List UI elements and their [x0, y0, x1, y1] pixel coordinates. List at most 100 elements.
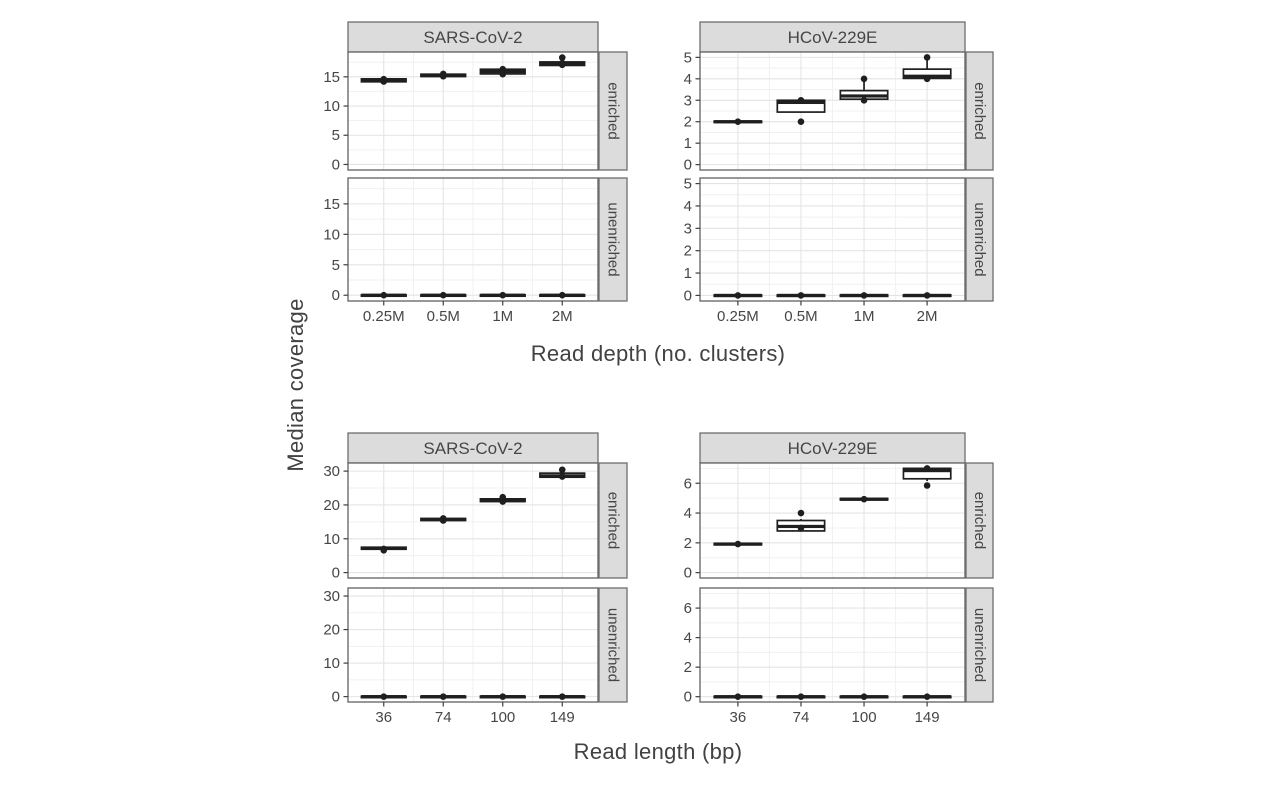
facet-strip-top-label: HCoV-229E — [788, 28, 878, 47]
y-tick-label: 0 — [332, 287, 340, 304]
read-length-axis-title: Read length (bp) — [573, 739, 743, 764]
y-tick-label: 0 — [684, 287, 692, 304]
facet-strip-right-label: unenriched — [605, 608, 622, 682]
data-point — [558, 693, 566, 700]
y-tick-label: 6 — [684, 600, 692, 617]
x-tick-label: 1M — [854, 308, 875, 325]
x-tick-label: 100 — [852, 709, 877, 726]
facet-strip-right-label: unenriched — [971, 202, 988, 276]
facet-strip-right-label: unenriched — [605, 202, 622, 276]
facet-strip-right — [598, 51, 628, 171]
data-point — [860, 75, 868, 83]
panel-border — [347, 462, 599, 579]
data-point — [860, 292, 868, 299]
y-tick-label: 0 — [332, 156, 340, 173]
x-tick-label: 2M — [552, 308, 573, 325]
y-tick-label: 10 — [323, 531, 340, 548]
data-point — [923, 693, 931, 700]
data-point — [734, 693, 742, 700]
x-tick-label: 0.5M — [427, 308, 460, 325]
data-point — [499, 65, 507, 73]
data-point — [923, 292, 931, 299]
y-tick-label: 5 — [684, 49, 692, 66]
x-tick-label: 74 — [793, 709, 810, 726]
x-tick-label: 36 — [730, 709, 747, 726]
y-tick-label: 3 — [684, 92, 692, 109]
data-point — [439, 515, 447, 522]
data-point — [734, 540, 742, 548]
data-point — [797, 509, 805, 517]
facet-strip-right-label: unenriched — [971, 608, 988, 682]
x-tick-label: 0.25M — [717, 308, 759, 325]
y-tick-label: 30 — [323, 463, 340, 480]
data-point — [734, 118, 742, 126]
data-point — [860, 693, 868, 700]
panel-border — [347, 587, 599, 703]
y-tick-label: 4 — [684, 198, 692, 215]
x-tick-label: 1M — [492, 308, 513, 325]
y-tick-label: 5 — [332, 257, 340, 274]
x-tick-label: 0.5M — [784, 308, 817, 325]
data-point — [923, 482, 931, 489]
x-tick-label: 149 — [915, 709, 940, 726]
x-tick-label: 149 — [550, 709, 575, 726]
y-tick-label: 0 — [332, 689, 340, 706]
panel-border — [699, 462, 966, 579]
facet-strip-top-label: SARS-CoV-2 — [423, 28, 522, 47]
data-point — [439, 70, 447, 78]
data-point — [499, 693, 507, 700]
data-point — [797, 118, 805, 126]
data-point — [439, 291, 447, 299]
y-tick-label: 2 — [684, 243, 692, 260]
data-point — [734, 292, 742, 299]
facet-strip-top — [699, 432, 966, 464]
panel-border — [699, 51, 966, 171]
data-point — [380, 75, 388, 83]
y-tick-label: 15 — [323, 69, 340, 86]
y-tick-label: 10 — [323, 98, 340, 115]
y-tick-label: 2 — [684, 535, 692, 552]
data-point — [558, 466, 566, 474]
data-point — [860, 495, 868, 503]
facet-strip-right-label: enriched — [605, 82, 622, 140]
y-tick-label: 5 — [332, 127, 340, 144]
y-tick-label: 0 — [332, 565, 340, 582]
data-point — [558, 473, 566, 480]
y-tick-label: 2 — [684, 114, 692, 131]
panel-border — [699, 587, 966, 703]
data-point — [499, 291, 507, 299]
y-tick-label: 30 — [323, 588, 340, 605]
data-point — [558, 291, 566, 299]
x-tick-label: 2M — [917, 308, 938, 325]
read-depth-axis-title: Read depth (no. clusters) — [530, 341, 786, 366]
y-tick-label: 4 — [684, 505, 692, 522]
y-tick-label: 10 — [323, 226, 340, 243]
data-point — [499, 493, 507, 501]
facet-strip-right — [965, 177, 994, 302]
panel-border — [347, 51, 599, 171]
data-point — [860, 96, 868, 104]
data-point — [558, 54, 566, 61]
data-point — [923, 54, 931, 61]
facet-strip-top — [347, 21, 599, 53]
x-tick-label: 100 — [490, 709, 515, 726]
median-line — [840, 94, 888, 98]
facet-strip-right — [965, 462, 994, 579]
y-tick-label: 0 — [684, 689, 692, 706]
data-point — [380, 546, 388, 554]
panel-border — [347, 177, 599, 302]
data-point — [439, 693, 447, 700]
data-point — [923, 75, 931, 83]
y-tick-label: 10 — [323, 655, 340, 672]
facet-strip-top — [347, 432, 599, 464]
data-point — [797, 292, 805, 299]
y-tick-label: 4 — [684, 630, 692, 647]
data-point — [558, 59, 566, 67]
y-tick-label: 20 — [323, 622, 340, 639]
facet-strip-right — [598, 177, 628, 302]
y-tick-label: 1 — [684, 135, 692, 152]
data-point — [797, 96, 805, 104]
x-tick-label: 74 — [435, 709, 452, 726]
facet-strip-right — [965, 587, 994, 703]
